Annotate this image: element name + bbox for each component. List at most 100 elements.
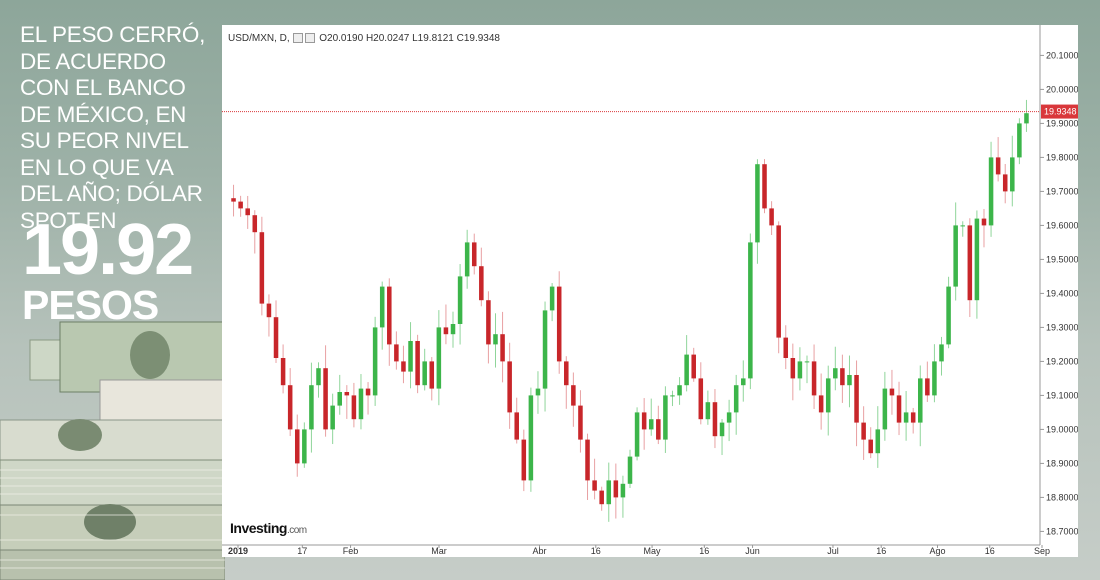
x-tick-label: Feb (343, 546, 359, 556)
high-value: H20.0247 (365, 33, 410, 44)
candle-body (266, 303, 272, 318)
candle-body (379, 286, 385, 328)
candle-body (521, 439, 527, 481)
money-stack-icon (0, 321, 225, 580)
candle-body (528, 395, 534, 481)
y-tick-label: 19.2000 (1046, 356, 1078, 366)
x-tick-label: 16 (985, 546, 995, 556)
candle-body (273, 317, 279, 358)
candle-body (542, 310, 548, 389)
candle-body (408, 341, 413, 372)
candle-body (910, 412, 916, 423)
current-price-label: 19.9348 (1044, 107, 1077, 117)
candle-body (648, 419, 654, 430)
candle-body (705, 402, 711, 420)
open-value: O20.0190 (319, 33, 364, 44)
candle-body (500, 334, 505, 362)
candle-body (344, 392, 350, 396)
symbol-label: USD/MXN, D, (228, 33, 290, 44)
candle-body (811, 361, 817, 396)
candle-body (755, 164, 760, 243)
collapse-button[interactable] (293, 33, 304, 44)
candle-body (514, 412, 519, 440)
candle-body (953, 225, 958, 287)
x-tick-label: 2019 (228, 546, 248, 556)
x-tick-label: Ago (929, 546, 945, 556)
big-unit: PESOS (22, 282, 159, 328)
candle-body (698, 378, 704, 420)
candle-body (450, 324, 456, 335)
candle-body (457, 276, 463, 324)
candle-body (507, 361, 512, 413)
candle-body (875, 429, 881, 454)
candle-body (401, 361, 406, 372)
candle-body (726, 412, 732, 423)
y-tick-label: 18.8000 (1046, 492, 1078, 502)
settings-button[interactable] (305, 33, 316, 44)
candle-body (535, 388, 541, 396)
candle-body (691, 354, 696, 379)
candle-body (960, 225, 966, 227)
chart-panel: USD/MXN, D, O20.0190 H20.0247 L19.8121 C… (222, 25, 1078, 557)
candle-body (464, 242, 470, 277)
candle-body (578, 405, 583, 440)
y-tick-label: 19.5000 (1046, 254, 1078, 264)
candle-body (748, 242, 753, 379)
candle-body (733, 385, 739, 413)
candle-body (358, 388, 364, 420)
candle-body (606, 480, 612, 505)
candle-body (833, 368, 838, 379)
candle-body (280, 358, 286, 386)
candle-body (627, 456, 633, 484)
candle-body (252, 215, 258, 233)
y-tick-label: 20.0000 (1046, 84, 1078, 94)
close-value: C19.9348 (456, 33, 500, 44)
candle-body (840, 368, 845, 386)
candle-body (429, 361, 435, 389)
candle-body (238, 201, 243, 209)
candle-body (479, 266, 484, 301)
candle-body (719, 422, 725, 437)
candle-body (387, 286, 392, 345)
candle-body (443, 327, 449, 335)
candle-body (634, 412, 640, 457)
candle-body (868, 439, 873, 454)
candle-body (556, 286, 562, 362)
current-price-tag (1041, 104, 1078, 119)
candle-body (1002, 174, 1008, 192)
y-tick-label: 19.0000 (1046, 424, 1078, 434)
candle-body (1010, 157, 1015, 192)
candle-body (854, 375, 859, 423)
candle-body (351, 395, 357, 420)
candle-body (790, 358, 796, 379)
candlestick-chart: 18.7000 18.8000 18.9000 19.0000 19.1000 19.20… (222, 25, 1078, 556)
x-tick-label: 16 (876, 546, 886, 556)
x-tick-label: 16 (699, 546, 709, 556)
x-tick-label: Jul (827, 546, 839, 556)
candle-body (471, 242, 477, 267)
candle-body (903, 412, 909, 423)
candle-body (861, 422, 866, 440)
candle-body (641, 412, 647, 430)
candle-body (925, 378, 930, 396)
candle-body (762, 164, 767, 209)
y-tick-label: 18.7000 (1046, 526, 1078, 536)
candle-body (287, 385, 293, 430)
x-tick-label: Mar (431, 546, 447, 556)
x-tick-label: 16 (591, 546, 601, 556)
low-value: L19.8121 (412, 33, 454, 44)
candle-body (656, 419, 661, 440)
candle-body (493, 334, 498, 345)
candle-body (882, 388, 888, 430)
candle-body (663, 395, 668, 440)
candle-body (797, 361, 803, 379)
candle-body (415, 341, 420, 386)
candle-body (932, 361, 937, 396)
candle-body (422, 361, 427, 386)
investing-logo: Investing.com (230, 520, 307, 536)
y-tick-label: 19.4000 (1046, 288, 1078, 298)
candle-body (769, 208, 774, 226)
x-tick-label: May (644, 546, 662, 556)
x-tick-label: Jun (745, 546, 760, 556)
candle-body (571, 385, 576, 406)
